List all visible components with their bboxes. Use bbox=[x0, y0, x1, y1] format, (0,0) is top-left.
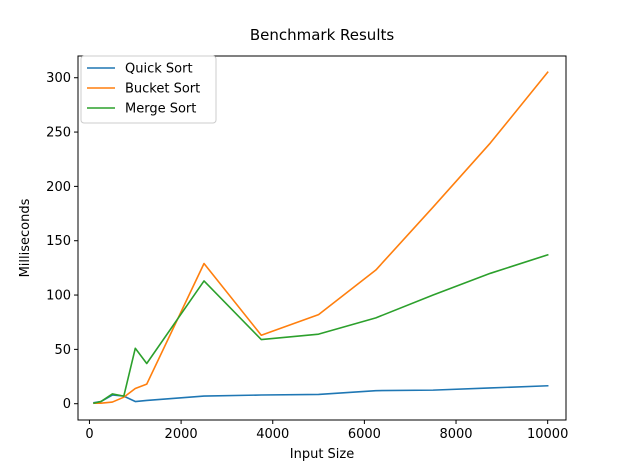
legend: Quick Sort Bucket Sort Merge Sort bbox=[80, 55, 217, 124]
plot-area bbox=[77, 55, 567, 421]
legend-box bbox=[80, 55, 217, 124]
x-tick-label: 6000 bbox=[348, 427, 381, 442]
y-tick-label: 100 bbox=[46, 289, 71, 304]
y-tick-label: 200 bbox=[46, 180, 71, 195]
y-tick-label: 300 bbox=[46, 71, 71, 86]
x-tick-label: 10000 bbox=[527, 427, 568, 442]
chart-title: Benchmark Results bbox=[250, 26, 395, 44]
axes-frame bbox=[77, 55, 567, 421]
x-tick-label: 0 bbox=[85, 427, 93, 442]
y-tick-label: 0 bbox=[63, 397, 71, 412]
legend-label: Quick Sort bbox=[125, 62, 193, 77]
series-line-quick-sort bbox=[93, 384, 549, 404]
x-axis-label: Input Size bbox=[290, 447, 354, 462]
x-tick-label: 2000 bbox=[165, 427, 198, 442]
series-line-bucket-sort bbox=[93, 71, 549, 404]
y-tick-label: 150 bbox=[46, 234, 71, 249]
y-tick-label: 50 bbox=[54, 343, 71, 358]
x-axis-ticks: 0 2000 4000 6000 8000 10000 bbox=[85, 420, 568, 442]
x-tick-label: 8000 bbox=[439, 427, 472, 442]
legend-entries: Quick Sort Bucket Sort Merge Sort bbox=[87, 62, 200, 117]
x-tick-label: 4000 bbox=[256, 427, 289, 442]
y-axis-ticks: 0 50 100 150 200 250 300 bbox=[46, 71, 78, 412]
y-tick-label: 250 bbox=[46, 126, 71, 141]
legend-label: Merge Sort bbox=[125, 102, 196, 117]
series-group bbox=[93, 71, 549, 405]
series-line-merge-sort bbox=[93, 253, 549, 405]
y-axis-label: Milliseconds bbox=[18, 198, 33, 277]
legend-label: Bucket Sort bbox=[125, 82, 200, 97]
